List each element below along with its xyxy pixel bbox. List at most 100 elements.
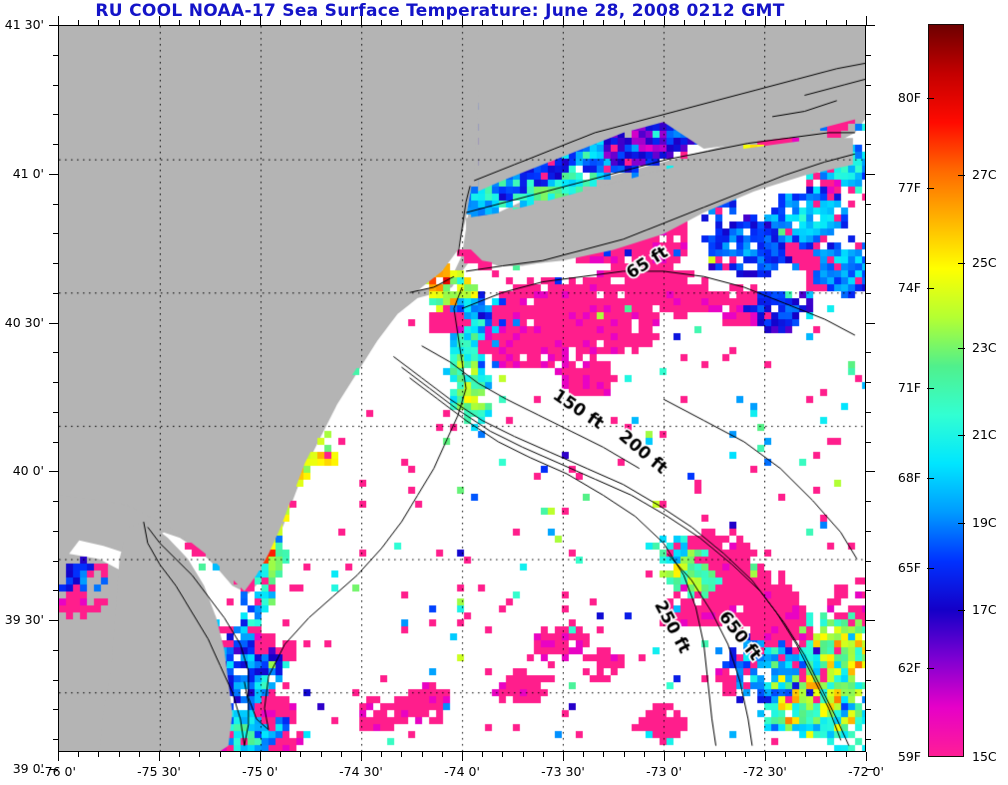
x-tick — [563, 16, 564, 25]
x-minor-tick — [441, 20, 443, 25]
colorbar-label-fahrenheit: 80F — [897, 90, 921, 105]
colorbar-label-celsius: 27C — [972, 167, 997, 182]
x-axis-label: -75 30' — [137, 764, 181, 779]
colorbar-tick-c — [958, 610, 965, 611]
x-minor-tick — [239, 20, 241, 25]
x-tick — [462, 16, 463, 25]
y-minor-tick — [866, 739, 871, 741]
x-minor-tick — [744, 752, 746, 757]
y-minor-tick — [53, 679, 58, 681]
x-minor-tick — [118, 752, 120, 757]
x-minor-tick — [239, 752, 241, 757]
colorbar — [928, 24, 964, 757]
sst-map-canvas[interactable] — [59, 26, 865, 751]
y-axis-label: 40 0' — [12, 463, 44, 479]
x-minor-tick — [199, 20, 201, 25]
x-tick — [765, 16, 766, 25]
map-frame[interactable] — [58, 25, 866, 752]
x-tick — [765, 752, 766, 761]
colorbar-label-fahrenheit: 65F — [897, 560, 921, 575]
y-minor-tick — [53, 560, 58, 562]
x-minor-tick — [522, 20, 524, 25]
colorbar-tick-f — [927, 388, 934, 389]
x-minor-tick — [724, 752, 726, 757]
y-tick — [866, 322, 875, 324]
y-minor-tick — [53, 649, 58, 651]
page-title: RU COOL NOAA-17 Sea Surface Temperature:… — [95, 1, 785, 21]
x-minor-tick — [401, 752, 403, 757]
y-minor-tick — [866, 54, 871, 56]
y-axis-label: 39 0' — [12, 761, 44, 776]
x-minor-tick — [744, 20, 746, 25]
y-minor-tick — [53, 263, 58, 265]
x-minor-tick — [98, 752, 100, 757]
y-minor-tick — [866, 114, 871, 116]
y-minor-tick — [866, 144, 871, 146]
colorbar-label-celsius: 15C — [972, 749, 997, 764]
x-minor-tick — [482, 20, 484, 25]
x-minor-tick — [825, 752, 827, 757]
colorbar-tick-c — [958, 523, 965, 524]
x-tick — [159, 16, 160, 25]
colorbar-label-celsius: 23C — [972, 340, 997, 355]
colorbar-label-celsius: 25C — [972, 255, 997, 270]
y-minor-tick — [53, 411, 58, 413]
y-minor-tick — [53, 709, 58, 711]
x-minor-tick — [219, 752, 221, 757]
x-axis-label: -73 0' — [646, 764, 682, 779]
y-minor-tick — [866, 203, 871, 205]
y-minor-tick — [866, 352, 871, 354]
x-tick — [58, 752, 59, 761]
x-minor-tick — [825, 20, 827, 25]
x-minor-tick — [845, 20, 847, 25]
y-minor-tick — [866, 441, 871, 443]
y-minor-tick — [866, 530, 871, 532]
y-minor-tick — [866, 263, 871, 265]
y-minor-tick — [53, 84, 58, 86]
colorbar-tick-c — [958, 263, 965, 264]
colorbar-label-fahrenheit: 62F — [897, 660, 921, 675]
x-minor-tick — [643, 20, 645, 25]
x-axis-label: -75 0' — [242, 764, 278, 779]
x-minor-tick — [684, 752, 686, 757]
x-minor-tick — [502, 20, 504, 25]
x-minor-tick — [179, 752, 181, 757]
y-tick — [49, 620, 58, 622]
colorbar-tick-c — [958, 435, 965, 436]
x-minor-tick — [704, 752, 706, 757]
y-minor-tick — [53, 352, 58, 354]
x-minor-tick — [704, 20, 706, 25]
x-axis-label: -74 0' — [444, 764, 480, 779]
colorbar-tick-f — [927, 568, 934, 569]
y-tick — [49, 471, 58, 473]
x-minor-tick — [502, 752, 504, 757]
colorbar-label-celsius: 19C — [972, 515, 997, 530]
y-minor-tick — [53, 54, 58, 56]
y-tick — [49, 769, 58, 770]
x-minor-tick — [805, 752, 807, 757]
x-minor-tick — [300, 20, 302, 25]
x-minor-tick — [78, 20, 80, 25]
x-minor-tick — [78, 752, 80, 757]
x-minor-tick — [179, 20, 181, 25]
x-minor-tick — [421, 20, 423, 25]
x-minor-tick — [320, 752, 322, 757]
y-tick — [49, 322, 58, 324]
x-minor-tick — [542, 20, 544, 25]
x-tick — [462, 752, 463, 761]
y-tick — [866, 173, 875, 175]
x-minor-tick — [441, 752, 443, 757]
y-minor-tick — [53, 501, 58, 503]
x-minor-tick — [280, 752, 282, 757]
y-minor-tick — [866, 233, 871, 235]
colorbar-tick-c — [958, 175, 965, 176]
colorbar-label-fahrenheit: 68F — [897, 470, 921, 485]
x-tick — [58, 16, 59, 25]
x-tick — [260, 752, 261, 761]
x-minor-tick — [199, 752, 201, 757]
x-minor-tick — [482, 752, 484, 757]
x-minor-tick — [138, 20, 140, 25]
y-tick — [49, 173, 58, 175]
x-tick — [361, 16, 362, 25]
y-axis-label: 41 0' — [12, 165, 44, 181]
